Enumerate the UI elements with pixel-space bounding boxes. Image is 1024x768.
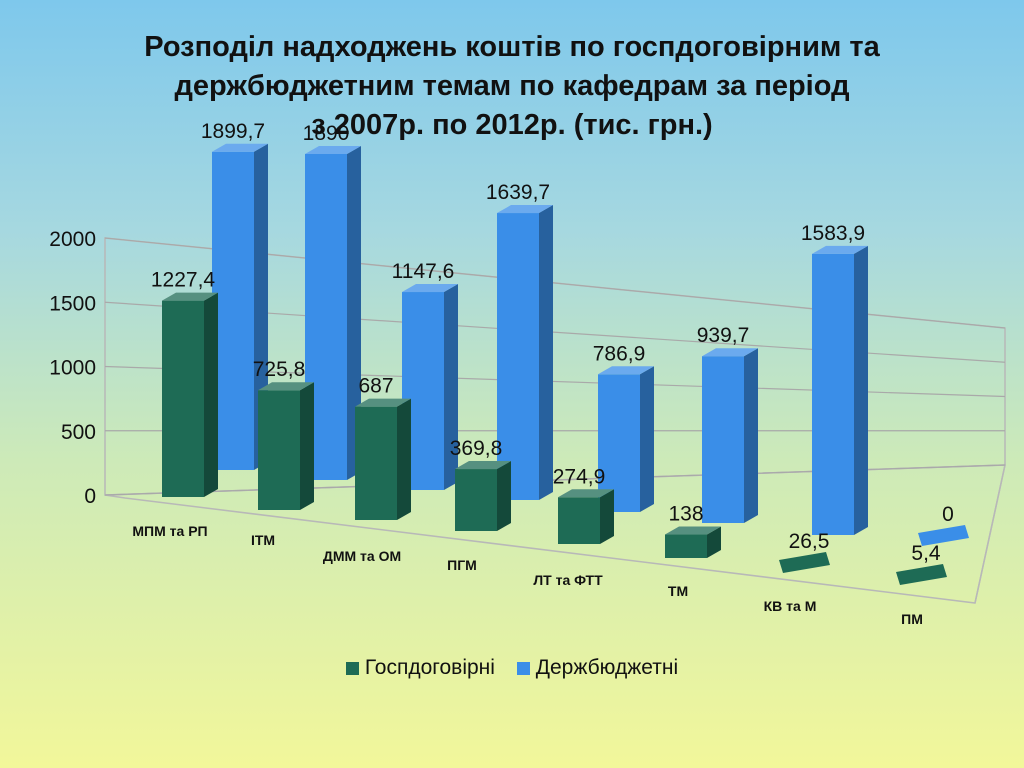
chart-legend: Госпдоговірні Держбюджетні (0, 656, 1024, 681)
legend-swatch-derzhbiudzhetni (516, 661, 530, 675)
data-label: 786,9 (593, 342, 646, 365)
bar-derzhbiudzhetni (918, 525, 969, 546)
bar-gospdogovirni (779, 552, 830, 573)
bar-gospdogovirni (558, 497, 600, 544)
x-category-label: ДММ та ОМ (323, 548, 401, 564)
data-label: 274,9 (553, 465, 606, 488)
bar-derzhbiudzhetni-side (744, 348, 758, 523)
data-label: 939,7 (697, 324, 750, 347)
bar-derzhbiudzhetni-top (402, 284, 458, 293)
x-category-label: КВ та М (764, 598, 817, 614)
data-label: 1890 (303, 122, 350, 145)
bar-gospdogovirni-top (665, 526, 721, 535)
data-label: 1639,7 (486, 181, 550, 204)
legend-label-derzhbiudzhetni: Держбюджетні (535, 656, 679, 679)
data-label: 1227,4 (151, 269, 216, 292)
y-tick-label: 1000 (49, 357, 96, 380)
data-label: 1583,9 (801, 222, 865, 245)
bar-derzhbiudzhetni-side (640, 366, 654, 512)
y-tick-label: 500 (61, 421, 96, 444)
bar-derzhbiudzhetni (212, 151, 254, 471)
bar-gospdogovirni-side (204, 292, 218, 497)
bar-gospdogovirni-side (300, 382, 314, 510)
bar-derzhbiudzhetni-top (598, 366, 654, 375)
x-category-label: ПМ (901, 611, 923, 627)
x-category-label: ТМ (668, 583, 688, 599)
bar-derzhbiudzhetni-side (539, 205, 553, 501)
y-tick-label: 0 (84, 485, 96, 508)
bar-derzhbiudzhetni-top (497, 205, 553, 214)
bar-derzhbiudzhetni (702, 356, 744, 523)
x-category-label: МПМ та РП (132, 523, 207, 539)
bar-derzhbiudzhetni-top (812, 245, 868, 254)
bar-gospdogovirni-side (707, 526, 721, 558)
data-label: 5,4 (911, 542, 941, 565)
bar-gospdogovirni (896, 564, 947, 585)
data-label: 1147,6 (392, 260, 455, 283)
bar-derzhbiudzhetni-side (444, 284, 458, 490)
data-label: 369,8 (450, 437, 503, 460)
data-label: 26,5 (789, 530, 830, 553)
data-label: 0 (942, 503, 954, 526)
bar-gospdogovirni-top (355, 398, 411, 407)
bar-derzhbiudzhetni-top (702, 348, 758, 357)
chart-side-edge (974, 464, 1006, 604)
bar-gospdogovirni-top (162, 292, 218, 301)
bar-gospdogovirni-top (558, 489, 614, 498)
x-category-label: ПГМ (447, 557, 477, 573)
bar-gospdogovirni (455, 469, 497, 531)
chart-title-line-1: Розподіл надходжень коштів по госпдогові… (144, 31, 880, 63)
bar-derzhbiudzhetni (497, 213, 539, 501)
chart-title-line-3: з 2007р. по 2012р. (тис. грн.) (311, 109, 713, 141)
x-category-label: ЛТ та ФТТ (533, 572, 603, 588)
data-label: 1899,7 (201, 120, 265, 143)
legend-item-gospdogovirni: Госпдоговірні (345, 656, 495, 680)
bar-gospdogovirni (162, 300, 204, 497)
bar-gospdogovirni-top (258, 382, 314, 391)
bar-derzhbiudzhetni-top (212, 143, 268, 152)
bar-derzhbiudzhetni-side (347, 145, 361, 480)
chart-title: Розподіл надходжень коштів по госпдогові… (60, 28, 964, 145)
bar-derzhbiudzhetni-side (854, 245, 868, 535)
data-label: 138 (668, 503, 703, 526)
bar-gospdogovirni-top (455, 461, 511, 470)
y-tick-label: 1500 (49, 292, 96, 315)
legend-label-gospdogovirni: Госпдоговірні (364, 656, 495, 679)
data-label: 725,8 (253, 358, 306, 381)
legend-swatch-gospdogovirni (345, 661, 359, 675)
chart-title-line-2: держбюджетним темам по кафедрам за періо… (174, 70, 850, 102)
bar-gospdogovirni-side (397, 398, 411, 520)
bar-derzhbiudzhetni-top (305, 145, 361, 154)
bar-gospdogovirni (258, 390, 300, 510)
y-tick-label: 2000 (49, 228, 96, 251)
bar-gospdogovirni-side (600, 489, 614, 544)
bar-derzhbiudzhetni (812, 253, 854, 535)
data-label: 687 (358, 375, 393, 398)
legend-item-derzhbiudzhetni: Держбюджетні (516, 656, 679, 680)
bar-gospdogovirni-side (497, 461, 511, 531)
x-category-label: ІТМ (251, 532, 275, 548)
bar-gospdogovirni (355, 406, 397, 520)
bar-derzhbiudzhetni (598, 374, 640, 512)
bar-gospdogovirni (665, 534, 707, 558)
